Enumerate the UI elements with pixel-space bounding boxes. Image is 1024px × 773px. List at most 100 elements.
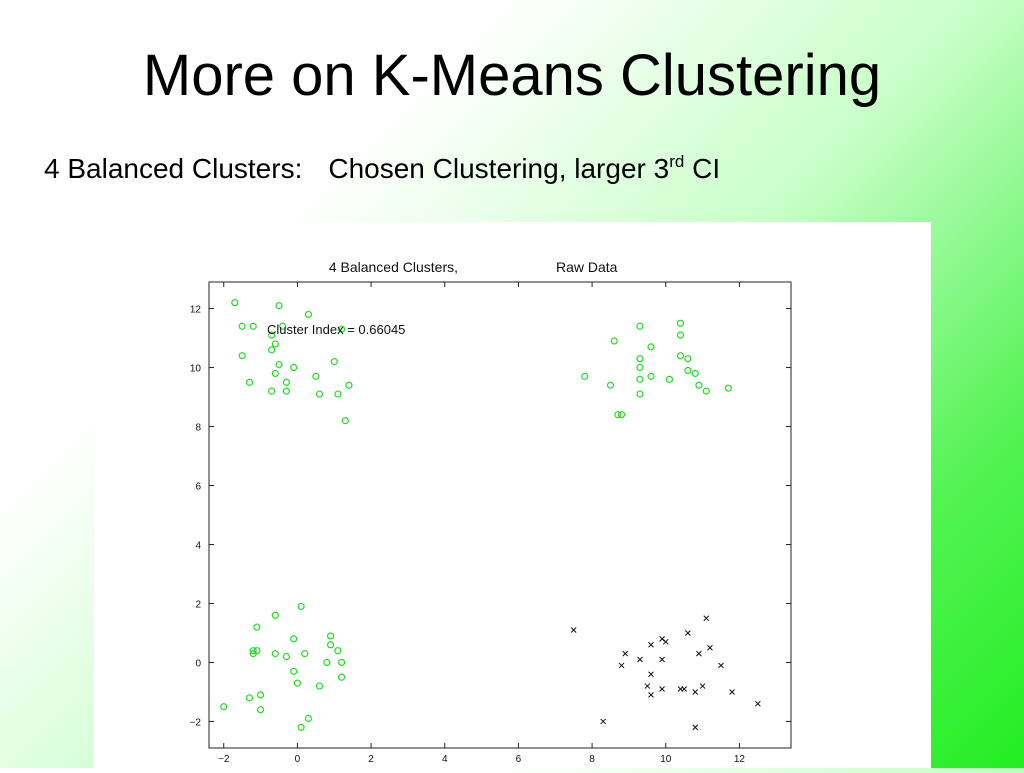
x-tick-label: 4 [442, 754, 448, 765]
slide-subtitle: 4 Balanced Clusters: Chosen Clustering, l… [44, 152, 720, 185]
cluster-point-x [696, 650, 702, 657]
cluster-index-annotation: Cluster Index = 0.66045 [267, 322, 405, 337]
cluster-point-circle [282, 652, 290, 661]
cluster-point-circle [275, 360, 283, 369]
cluster-point-circle [249, 650, 257, 658]
cluster-point-circle [341, 417, 349, 425]
cluster-point-circle [684, 355, 692, 363]
subtitle-end: CI [684, 153, 721, 184]
cluster-point-circle [724, 384, 732, 392]
cluster-point-circle [326, 632, 335, 640]
axis-ticks: −2 0 2 4 6 8 10 12 −2 0 2 4 6 8 10 12 [190, 282, 791, 765]
cluster-point-circle [334, 390, 342, 398]
cluster-point-circle [249, 322, 257, 330]
cluster-point-x [662, 638, 669, 645]
y-tick-label: 2 [195, 599, 201, 610]
cluster-point-circle [330, 358, 338, 366]
cluster-point-circle [245, 694, 254, 702]
cluster-point-circle [636, 322, 644, 330]
cluster-point-circle [238, 322, 246, 330]
cluster-point-circle [315, 682, 324, 690]
cluster-point-x [681, 686, 688, 692]
cluster-point-circle [323, 658, 331, 667]
cluster-point-x [659, 686, 665, 692]
y-tick-label: 6 [195, 482, 201, 493]
cluster-point-x [729, 689, 735, 695]
slide-title: More on K-Means Clustering [142, 43, 882, 108]
cluster-point-circle [245, 378, 254, 386]
cluster-point-circle [282, 387, 290, 395]
cluster-point-circle [312, 372, 320, 380]
chart-title-left: 4 Balanced Clusters, [329, 259, 458, 275]
chart-title-right: Raw Data [556, 259, 618, 275]
cluster-point-circle [301, 650, 309, 658]
cluster-point-circle [326, 641, 335, 649]
cluster-point-circle [282, 378, 290, 386]
cluster-point-circle [345, 381, 353, 389]
cluster-point-x [707, 644, 713, 651]
cluster-point-x [659, 636, 665, 642]
y-tick-label: 4 [195, 540, 201, 551]
cluster-point-circle [275, 301, 283, 310]
figure-panel: 4 Balanced Clusters, Raw Data −2 0 2 4 6 8 10 1… [94, 222, 931, 768]
y-tick-label: 12 [190, 305, 202, 316]
cluster-point-x [699, 683, 706, 689]
cluster-point-circle [293, 679, 302, 687]
y-tick-label: 10 [190, 364, 202, 375]
data-points [220, 299, 761, 731]
cluster-point-x [659, 656, 665, 663]
cluster-point-circle [238, 352, 246, 360]
x-tick-label: 2 [368, 754, 374, 765]
cluster-point-circle [315, 390, 324, 398]
cluster-point-circle [297, 602, 305, 611]
cluster-point-circle [614, 411, 622, 419]
cluster-point-circle [220, 703, 228, 711]
cluster-point-circle [676, 331, 685, 339]
cluster-point-circle [231, 299, 239, 307]
cluster-point-circle [647, 372, 655, 380]
cluster-point-x [692, 724, 699, 731]
cluster-point-circle [297, 723, 305, 731]
y-tick-label: 0 [195, 658, 201, 669]
cluster-point-x [685, 630, 691, 636]
cluster-point-x [618, 662, 625, 669]
cluster-point-circle [290, 667, 298, 675]
cluster-point-x [622, 650, 629, 657]
cluster-point-circle [279, 322, 287, 330]
cluster-point-x [718, 662, 724, 669]
cluster-point-x [648, 671, 654, 678]
cluster-point-circle [338, 325, 346, 333]
cluster-point-circle [581, 372, 589, 380]
cluster-point-circle [610, 337, 618, 345]
cluster-point-x [648, 692, 654, 698]
cluster-point-x [644, 683, 651, 689]
cluster-point-circle [617, 411, 626, 419]
cluster-point-circle [268, 387, 276, 395]
subtitle-left: 4 Balanced Clusters: [44, 153, 303, 184]
cluster-point-circle [271, 650, 279, 658]
cluster-point-circle [290, 363, 298, 372]
x-tick-label: 0 [295, 754, 301, 765]
cluster-point-circle [338, 658, 346, 667]
cluster-point-circle [338, 673, 346, 681]
cluster-point-x [703, 615, 710, 622]
cluster-point-x [692, 689, 699, 695]
cluster-point-circle [249, 647, 257, 655]
cluster-point-circle [684, 366, 692, 375]
cluster-point-circle [268, 346, 276, 354]
cluster-point-x [648, 641, 654, 648]
cluster-point-circle [268, 331, 276, 339]
cluster-point-x [570, 627, 577, 633]
cluster-point-x [600, 718, 606, 725]
cluster-point-circle [256, 706, 265, 714]
cluster-point-circle [636, 363, 644, 372]
cluster-point-circle [271, 611, 279, 619]
cluster-point-circle [647, 343, 655, 351]
cluster-point-circle [676, 352, 685, 360]
cluster-point-circle [334, 647, 342, 655]
cluster-point-circle [636, 375, 644, 383]
cluster-point-circle [636, 355, 644, 363]
cluster-point-circle [304, 714, 313, 723]
cluster-point-circle [256, 691, 265, 699]
cluster-point-x [637, 656, 643, 663]
